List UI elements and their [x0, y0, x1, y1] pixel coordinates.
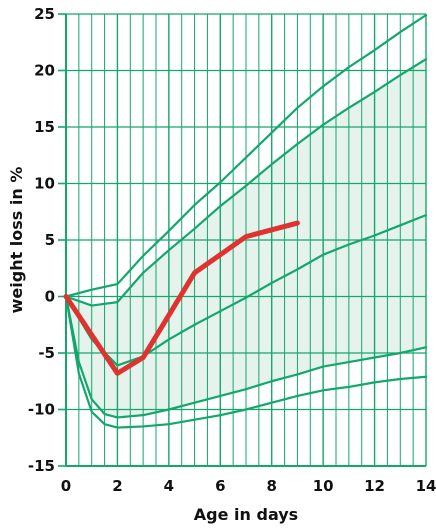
y-tick-label: 25 [34, 5, 55, 23]
y-tick-label: 0 [45, 288, 55, 306]
y-tick-label: 10 [34, 175, 55, 193]
x-tick-label: 0 [61, 477, 71, 495]
x-axis-title: Age in days [194, 505, 298, 524]
x-tick-label: 6 [215, 477, 225, 495]
reference-curve-3 [64, 214, 428, 367]
reference-curve-4 [64, 295, 428, 419]
highlight-curve-layer [63, 220, 300, 376]
reference-curve-1 [64, 14, 428, 298]
reference-curve-5 [64, 295, 428, 429]
y-tick-label: 5 [45, 231, 55, 249]
reference-curve-2 [64, 58, 428, 307]
x-tick-label: 10 [313, 477, 334, 495]
y-tick-label: 15 [34, 118, 55, 136]
tick-labels-layer: -15 -10 -5 0 5 10 15 20 25 0 2 4 6 8 10 12 14 [28, 5, 436, 495]
y-tick-label: -10 [28, 401, 55, 419]
x-tick-label: 14 [416, 477, 436, 495]
grid-layer [58, 13, 427, 467]
x-tick-label: 12 [364, 477, 385, 495]
x-tick-label: 2 [112, 477, 122, 495]
x-tick-label: 4 [164, 477, 174, 495]
y-axis-title: weight loss in % [7, 167, 26, 314]
reference-curves-layer [64, 14, 428, 429]
y-tick-label: -5 [38, 344, 55, 362]
x-tick-label: 8 [266, 477, 276, 495]
y-tick-label: -15 [28, 457, 55, 475]
y-tick-label: 20 [34, 62, 55, 80]
highlight-curve [63, 220, 300, 376]
